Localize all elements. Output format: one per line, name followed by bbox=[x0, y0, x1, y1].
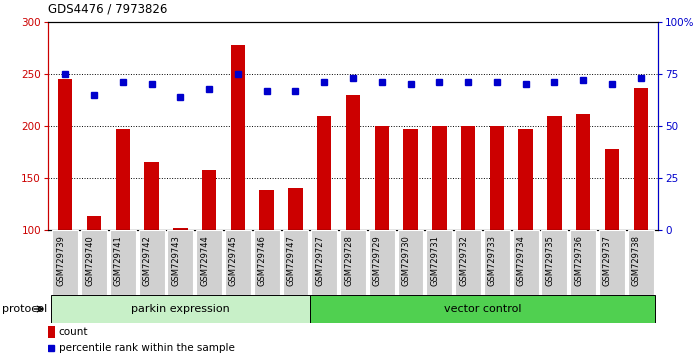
Bar bbox=[116, 129, 130, 334]
Text: GSM729743: GSM729743 bbox=[171, 235, 180, 286]
Bar bbox=[461, 126, 475, 334]
Text: count: count bbox=[59, 327, 88, 337]
Text: GSM729730: GSM729730 bbox=[401, 235, 410, 286]
Text: GSM729740: GSM729740 bbox=[85, 235, 94, 286]
Bar bbox=[310, 295, 655, 323]
Bar bbox=[490, 126, 504, 334]
Text: GSM729738: GSM729738 bbox=[632, 235, 641, 286]
Bar bbox=[283, 230, 309, 295]
Text: GSM729746: GSM729746 bbox=[258, 235, 267, 286]
Bar bbox=[576, 114, 591, 334]
Bar bbox=[144, 162, 158, 334]
Bar bbox=[51, 295, 310, 323]
Bar bbox=[254, 230, 280, 295]
Bar bbox=[260, 190, 274, 334]
Bar bbox=[599, 230, 625, 295]
Text: GSM729734: GSM729734 bbox=[517, 235, 526, 286]
Bar bbox=[48, 326, 54, 338]
Bar bbox=[317, 116, 332, 334]
Bar bbox=[398, 230, 424, 295]
Bar bbox=[484, 230, 510, 295]
Text: percentile rank within the sample: percentile rank within the sample bbox=[59, 343, 235, 353]
Bar bbox=[196, 230, 222, 295]
Text: GSM729747: GSM729747 bbox=[286, 235, 295, 286]
Text: GSM729737: GSM729737 bbox=[603, 235, 612, 286]
Bar bbox=[311, 230, 337, 295]
Text: GSM729731: GSM729731 bbox=[431, 235, 439, 286]
Text: GSM729736: GSM729736 bbox=[574, 235, 584, 286]
Text: GDS4476 / 7973826: GDS4476 / 7973826 bbox=[48, 3, 168, 16]
Bar bbox=[81, 230, 107, 295]
Bar bbox=[231, 45, 245, 334]
Bar bbox=[513, 230, 539, 295]
Bar bbox=[432, 126, 447, 334]
Bar bbox=[58, 79, 73, 334]
Bar bbox=[225, 230, 251, 295]
Text: GSM729733: GSM729733 bbox=[488, 235, 497, 286]
Text: vector control: vector control bbox=[444, 304, 521, 314]
Bar bbox=[403, 129, 417, 334]
Bar bbox=[455, 230, 481, 295]
Bar bbox=[288, 188, 303, 334]
Text: GSM729732: GSM729732 bbox=[459, 235, 468, 286]
Bar bbox=[340, 230, 366, 295]
Bar bbox=[519, 129, 533, 334]
Bar bbox=[173, 228, 188, 334]
Bar bbox=[604, 149, 619, 334]
Text: GSM729742: GSM729742 bbox=[142, 235, 151, 286]
Text: GSM729729: GSM729729 bbox=[373, 235, 382, 286]
Bar bbox=[426, 230, 452, 295]
Bar bbox=[52, 230, 78, 295]
Bar bbox=[168, 230, 193, 295]
Text: GSM729727: GSM729727 bbox=[315, 235, 325, 286]
Bar bbox=[542, 230, 567, 295]
Text: GSM729744: GSM729744 bbox=[200, 235, 209, 286]
Bar bbox=[570, 230, 596, 295]
Bar bbox=[202, 170, 216, 334]
Text: protocol: protocol bbox=[2, 304, 47, 314]
Text: GSM729735: GSM729735 bbox=[545, 235, 554, 286]
Text: parkin expression: parkin expression bbox=[131, 304, 230, 314]
Text: GSM729728: GSM729728 bbox=[344, 235, 353, 286]
Text: GSM729739: GSM729739 bbox=[57, 235, 66, 286]
Bar bbox=[346, 95, 360, 334]
Text: GSM729741: GSM729741 bbox=[114, 235, 123, 286]
Bar bbox=[369, 230, 395, 295]
Bar bbox=[628, 230, 654, 295]
Bar bbox=[547, 116, 562, 334]
Bar bbox=[634, 87, 648, 334]
Text: GSM729745: GSM729745 bbox=[229, 235, 238, 286]
Bar bbox=[110, 230, 135, 295]
Bar bbox=[139, 230, 165, 295]
Bar bbox=[87, 217, 101, 334]
Bar bbox=[375, 126, 389, 334]
